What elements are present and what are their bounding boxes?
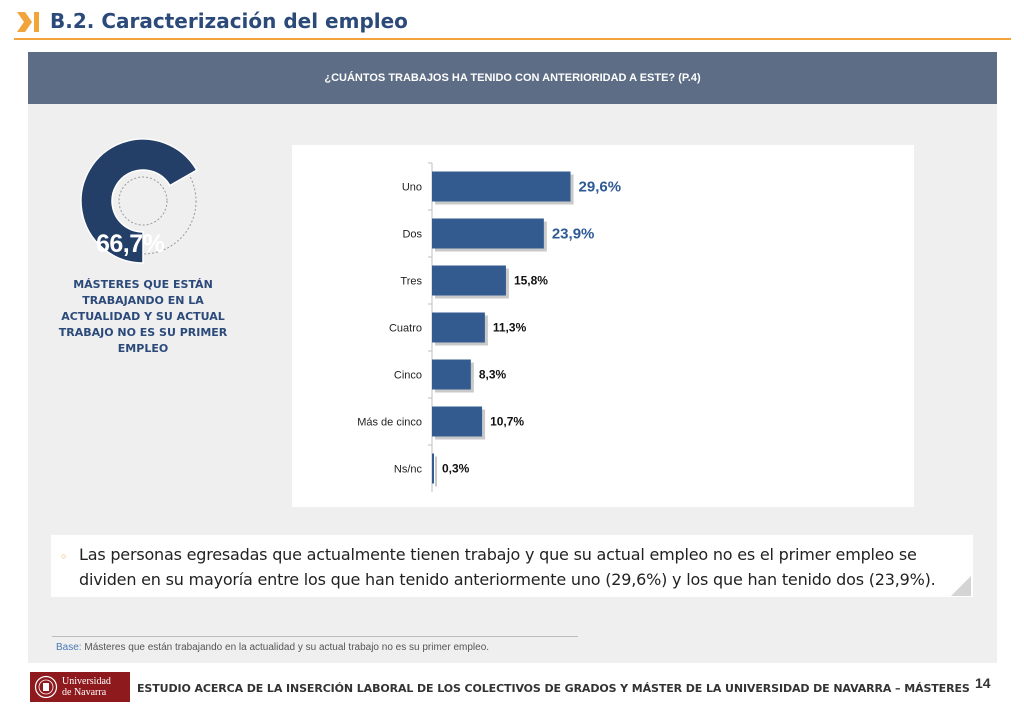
bar [432, 171, 571, 202]
value-label: 8,3% [479, 368, 507, 382]
caption-line: MÁSTERES QUE ESTÁN [73, 278, 213, 291]
page-curl-icon [951, 576, 971, 596]
caption-line: EMPLEO [117, 342, 169, 355]
category-label: Tres [400, 276, 422, 288]
base-label: Base: [56, 642, 82, 653]
value-label: 11,3% [493, 321, 527, 335]
category-label: Cinco [394, 370, 422, 382]
footer-title: ESTUDIO ACERCA DE LA INSERCIÓN LABORAL D… [137, 682, 970, 695]
caption-line: TRABAJO NO ES SU PRIMER [58, 326, 228, 339]
logo-text: Universidad de Navarra [62, 676, 111, 698]
page-title: B.2. Caracterización del empleo [50, 9, 408, 33]
note-text: Las personas egresadas que actualmente t… [79, 545, 936, 589]
chevron-bar-icon [17, 12, 39, 32]
bar [432, 453, 434, 484]
header-divider [14, 38, 1011, 40]
donut-filled-segment [80, 138, 198, 264]
donut-chart [80, 138, 198, 264]
value-label: 0,3% [442, 462, 470, 476]
bar [432, 312, 485, 343]
university-logo: Universidad de Navarra [30, 672, 130, 702]
bar [432, 359, 471, 390]
category-label: Cuatro [389, 323, 422, 335]
summary-caption: MÁSTERES QUE ESTÁN TRABAJANDO EN LA ACTU… [58, 277, 228, 357]
bar [432, 218, 544, 249]
page-number: 14 [975, 675, 991, 691]
logo-line: de Navarra [62, 687, 107, 698]
category-label: Dos [402, 229, 422, 241]
base-note: Base: Másteres que están trabajando en l… [56, 642, 489, 653]
category-label: Más de cinco [357, 417, 422, 429]
value-label: 23,9% [552, 226, 595, 243]
caption-line: TRABAJANDO EN LA [82, 294, 204, 307]
value-label: 10,7% [490, 415, 524, 429]
bar [432, 265, 506, 296]
value-label: 15,8% [514, 274, 548, 288]
category-label: Uno [402, 182, 422, 194]
question-title: ¿CUÁNTOS TRABAJOS HA TENIDO CON ANTERIOR… [28, 52, 997, 104]
bullet-icon: ○ [61, 551, 67, 561]
seal-icon [34, 675, 58, 699]
caption-line: ACTUALIDAD Y SU ACTUAL [61, 310, 225, 323]
category-label: Ns/nc [394, 464, 423, 476]
bar-chart-container: Uno 29,6% Dos 23,9% Tres 15,8% Cuatro 11,3% Cinc… [292, 145, 914, 507]
note-box [51, 535, 973, 597]
bar [432, 406, 483, 437]
bar-shadow [435, 456, 437, 487]
value-label: 29,6% [579, 179, 622, 196]
summary-percentage: 66,7% [96, 230, 165, 258]
base-divider [52, 636, 578, 637]
logo-line: Universidad [62, 676, 111, 687]
base-text: Másteres que están trabajando en la actu… [84, 642, 490, 653]
bar-chart: Uno 29,6% Dos 23,9% Tres 15,8% Cuatro 11,3% Cinc… [357, 162, 622, 492]
